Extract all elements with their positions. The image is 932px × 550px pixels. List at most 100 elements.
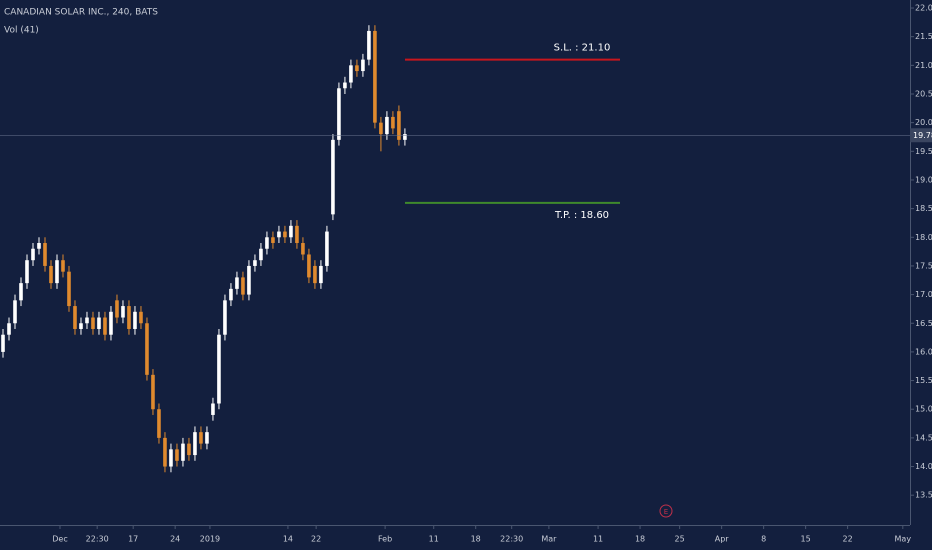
candle-body [361, 59, 365, 72]
y-tick-label: 16.00 [915, 347, 932, 356]
event-icon[interactable] [659, 504, 673, 518]
candle-body [223, 300, 227, 335]
candle-body [85, 317, 89, 324]
candle-body [49, 265, 53, 284]
x-tick-label: Mar [541, 535, 557, 544]
event-marker[interactable]: E [664, 508, 668, 516]
candle-body [211, 403, 215, 415]
candle-body [349, 65, 353, 83]
x-tick-label: Feb [378, 535, 392, 544]
candle-body [283, 231, 287, 238]
candle-body [367, 30, 371, 60]
y-tick-label: 20.00 [915, 118, 932, 127]
x-tick-label: May [895, 535, 912, 544]
x-tick-label: 2019 [200, 535, 220, 544]
x-tick-label: 22 [311, 535, 321, 544]
candle-body [259, 248, 263, 261]
candle-body [145, 323, 149, 375]
candle-body [313, 265, 317, 284]
candle-body [91, 317, 95, 329]
last-price-box [910, 128, 932, 143]
candle-body [301, 243, 305, 255]
candle-body [247, 265, 251, 295]
y-tick-label: 15.00 [915, 405, 932, 414]
x-tick-label: 17 [128, 535, 138, 544]
candle-body [391, 116, 395, 129]
x-tick-label: Dec [52, 535, 67, 544]
candle-body [127, 306, 131, 329]
candle-body [7, 323, 11, 335]
candle-body [277, 231, 281, 238]
x-tick-label: 15 [801, 535, 811, 544]
last-price-label: 19.78 [913, 131, 932, 140]
candle-body [397, 111, 401, 140]
candle-body [61, 260, 65, 272]
candle-body [97, 317, 101, 329]
candle-body [43, 243, 47, 266]
candle-body [325, 231, 329, 266]
candle-body [235, 277, 239, 289]
y-tick-label: 21.50 [915, 32, 932, 41]
y-tick-label: 19.50 [915, 147, 932, 156]
candle-body [379, 122, 383, 135]
x-tick-label: 18 [635, 535, 645, 544]
candle-body [385, 116, 389, 135]
y-tick-label: 15.50 [915, 376, 932, 385]
candle-body [289, 225, 293, 238]
y-tick-label: 20.50 [915, 89, 932, 98]
x-tick-label: 8 [761, 535, 766, 544]
candle-body [217, 334, 221, 404]
candle-body [169, 449, 173, 467]
candle-body [295, 225, 299, 244]
x-tick-label: 22 [843, 535, 853, 544]
candle-body [115, 300, 119, 318]
x-tick-label: 24 [170, 535, 180, 544]
candle-body [73, 306, 77, 329]
candle-body [103, 317, 107, 335]
x-tick-label: 18 [471, 535, 481, 544]
chart-title: CANADIAN SOLAR INC., 240, BATS [4, 8, 158, 18]
candle-body [25, 260, 29, 284]
candle-body [175, 449, 179, 461]
x-tick-label: Apr [715, 535, 730, 544]
candle-body [265, 237, 269, 249]
candle-body [199, 432, 203, 444]
x-tick-label: 22:30 [500, 535, 523, 544]
candle-body [187, 443, 191, 456]
candle-body [31, 248, 35, 261]
candle-body [151, 374, 155, 410]
candle-body [193, 432, 197, 456]
x-tick-label: 25 [675, 535, 685, 544]
y-tick-label: 13.50 [915, 491, 932, 500]
level-label: S.L. : 21.10 [554, 43, 611, 54]
candle-body [133, 311, 137, 329]
candle-body [229, 288, 233, 301]
level-label: T.P. : 18.60 [554, 210, 609, 221]
candle-body [205, 432, 209, 444]
candle-body [1, 334, 5, 352]
y-tick-label: 22.00 [915, 4, 932, 13]
candle-body [241, 277, 245, 295]
candle-body [337, 88, 341, 140]
y-tick-label: 19.00 [915, 175, 932, 184]
y-tick-label: 14.50 [915, 433, 932, 442]
y-tick-label: 17.00 [915, 290, 932, 299]
candle-body [13, 300, 17, 324]
candle-body [121, 306, 125, 318]
indicator-label: Vol (41) [4, 26, 39, 36]
candle-body [157, 409, 161, 438]
candle-body [307, 254, 311, 278]
candle-body [403, 134, 407, 140]
candle-body [79, 323, 83, 329]
candle-body [67, 271, 71, 307]
candle-body [163, 437, 167, 467]
y-tick-label: 17.50 [915, 261, 932, 270]
y-tick-label: 21.00 [915, 61, 932, 70]
y-tick-label: 18.50 [915, 204, 932, 213]
candle-body [343, 82, 347, 89]
candle-body [181, 443, 185, 461]
y-tick-label: 14.00 [915, 462, 932, 471]
x-tick-label: 22:30 [86, 535, 109, 544]
